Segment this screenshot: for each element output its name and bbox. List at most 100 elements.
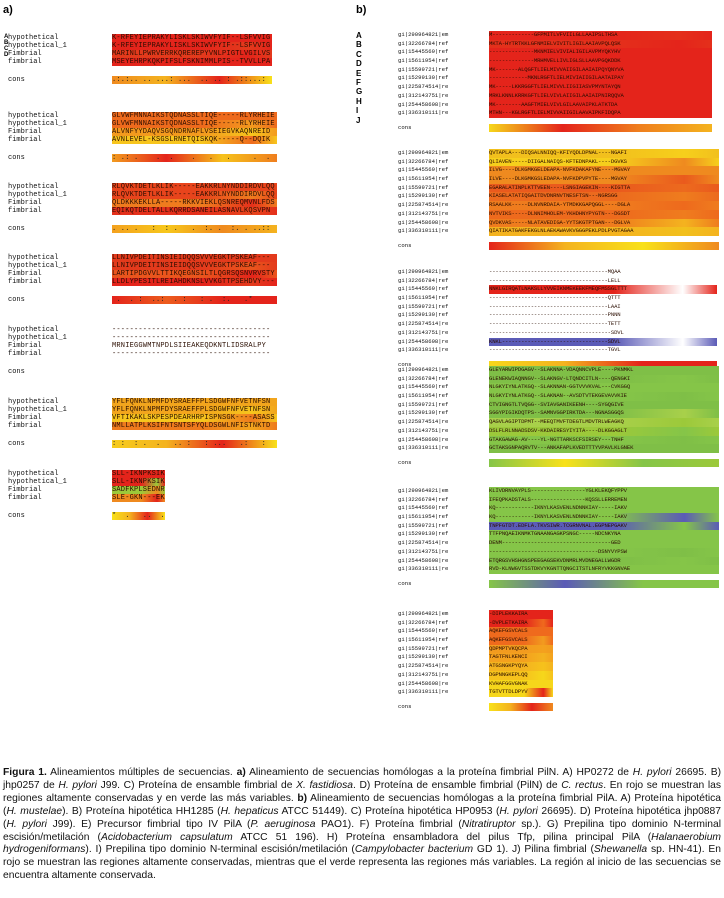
sequence-text: EQIKQTDELTALLKQRRDSANEILASNAVLKQSVPN (112, 207, 271, 215)
sequence-row: MRKLKNNLKRRKGFTLIELVIVLAIIGILAAIAIPNIRQQ… (489, 91, 712, 101)
sequence-text: ALVNFYYDAQVSGQNDRNAFLVSEIEGVKAQNREID (112, 128, 271, 136)
conservation-shading (489, 530, 719, 540)
sequence-name: gi|15299130|ref (398, 74, 449, 82)
caption-species: Campylobacter bacterium (354, 844, 474, 856)
sequence-name: gi|254458698|re (398, 337, 449, 345)
sequence-text: CTVIGNGTLTVQGG--SVIAVGANIKEENH----SYGQGI… (489, 400, 624, 408)
sequence-row: K-RFEYIEPRAKYLISKLSKIWVFYIF--LSFVVIG (112, 34, 273, 42)
conservation-shading (489, 444, 719, 453)
consensus-label: cons (8, 440, 25, 448)
caption-panel-b-ref: b) (297, 792, 308, 804)
sequence-row: EQIKQTDELTALLKQRRDSANEILASNAVLKQSVPN (112, 207, 277, 215)
sequence-row: ILVE----DLKGMKGSLEDAPA-NVFKDPVPYTE----MG… (489, 175, 719, 184)
conservation-shading (112, 422, 277, 430)
conservation-shading (489, 91, 712, 101)
conservation-shading (489, 688, 553, 697)
sequence-row: RSAALKK-----DLNVNRDAIA-YTMDKKGAPQGGL----… (489, 201, 719, 210)
conservation-shading (489, 513, 719, 522)
sequence-row: QLDKKKEKLLA-----RKKVIEKLQSNREQMVNLFDS (112, 199, 277, 207)
sequence-rows: -DIPLEKKAIRA -DVPLETKAIRA AQKEFGSVCALS AQKE… (489, 610, 553, 697)
sequence-text: KVHAFGGVGNAK (489, 679, 528, 687)
caption-text: . D) Proteína de ensamble fimbrial (PilN… (352, 779, 562, 791)
conservation-shading (489, 31, 712, 40)
sequence-text: MRNIEGGWMTNPDLSIIEAKEQDKNTLIDSRALPY (112, 342, 267, 350)
sequence-row: MKTA-HYTRTKKLGFNMIELVIVITLIGILAAIAVPQLQS… (489, 39, 712, 49)
consensus-bar: * . .. . (112, 512, 166, 520)
conservation-shading (489, 166, 719, 176)
conservation-shading (112, 128, 277, 136)
caption-species: H. pylori (632, 767, 672, 778)
conservation-shading (489, 192, 719, 202)
sequence-row: NVTVIKS-----DLNNIMHOLEM-YKHDHNYPYGTN---D… (489, 209, 719, 219)
sequence-text: SLE-GKN---EK (112, 494, 165, 502)
sequence-text: NNKLGIRQATLNAKSLLYVVEIKNMEKEEKFMEQFMSSGL… (489, 285, 627, 293)
sequence-row: -------------------------------------LEL… (489, 277, 717, 286)
seq-letter: D (4, 52, 9, 58)
conservation-shading (489, 487, 719, 496)
sequence-name: gi|32266784|ref (398, 39, 449, 47)
caption-species: H. pylori (499, 805, 538, 817)
conservation-shading (489, 521, 719, 531)
sequence-row: GLEYARWIPDGAGV--SLAKNNA-VDAQNNCVPLE----P… (489, 366, 719, 375)
sequence-row: QDPMPTVKQCPA (489, 644, 553, 654)
sequence-row: MK--------AAGFTMIELVIVLGILAAVAIPKLATKTDA (489, 100, 712, 110)
sequence-row: VFTIKAKLSKPESPDEARHRPISPNSGK----ASASS (112, 414, 277, 422)
consensus-label: cons (8, 225, 25, 233)
consensus-label: cons (8, 76, 25, 84)
sequence-row: AQKEFGSVCALS (489, 627, 553, 637)
sequence-name: gi|225874514|re (398, 418, 449, 426)
sequence-name: gi|15299130|ref (398, 409, 449, 417)
conservation-shading (489, 100, 712, 110)
sequence-text: ETQRGSVHSHGNSPEEGAGSEKVDNMRLMVDNEGALLWGD… (489, 556, 621, 564)
sequence-row: GCTAKSGNPAQRVTV---ANKAFAPLKVEDTTTYVPAVLK… (489, 444, 719, 453)
consensus-text (489, 459, 719, 467)
sequence-text: -------------------------------------TGV… (489, 346, 621, 354)
sequence-name: hypothetical (8, 183, 59, 191)
consensus-text: : .: . . . . . . . . (112, 154, 271, 162)
consensus-shading (112, 512, 166, 520)
conservation-shading (489, 366, 719, 375)
sequence-names: gi|290964821|em gi|32266784|ref gi|1544556… (398, 31, 448, 118)
sequence-names: hypothetical hypothetical_1 Fimbrial fimbri… (8, 470, 67, 502)
sequence-rows: ------------------------------------ ----… (112, 326, 272, 358)
sequence-names: gi|290964821|em gi|32266784|ref gi|1544556… (398, 487, 448, 574)
sequence-name: gi|336310111|re (398, 346, 449, 354)
sequence-row: -------------------------------------MQA… (489, 268, 717, 277)
sequence-text: AVNLEVEL-KSGSLRNETQISKQK-----Q--DQIK (112, 136, 271, 144)
consensus-shading (112, 440, 277, 448)
caption-text: J99). E) Precursor fimbrial tipo IV PilA… (46, 818, 251, 830)
conservation-shading (489, 109, 712, 118)
caption-panel-a-ref: a) (236, 767, 246, 778)
sequence-text: KLIVDRNVAYPLS-----------------YGLKLEKQFY… (489, 487, 627, 494)
conservation-shading (112, 183, 277, 191)
sequence-text: MRKLKNNLKRRKGFTLIELVIVLAIIGILAAIAIPNIRQQ… (489, 91, 624, 99)
sequence-row: K-RFEYIEPRAKYLISKLSKIWVFYIF--LSFVVIG (112, 42, 273, 50)
sequence-text: LARTIPDGVVLTTIKQEGNSILTLQGRSQSNVRVSTY (112, 270, 275, 278)
caption-text: 26695). D) Proteína hipotética jhp0887 ( (3, 805, 721, 830)
sequence-text: QLIAVEN-----DIIGALNAIQS-KFTEDNPAKL----DG… (489, 157, 627, 165)
sequence-text: MK-------ALQGFTLIELMIVVAIIGILAAIAIPQYQNY… (489, 65, 624, 73)
sequence-name: gi|15611954|ref (398, 392, 449, 400)
sequence-name: hypothetical (8, 254, 59, 262)
sequence-text: -------------------------------------QTT… (489, 294, 621, 302)
conservation-shading (489, 670, 553, 680)
sequence-row: LLNIVPDEITINSIEIDQQSVVVEGKTPSKEAF--- (112, 254, 277, 262)
sequence-name: gi|225874514|re (398, 539, 449, 547)
sequence-row: -DVPLETKAIRA (489, 618, 553, 628)
sequence-text: TAGTFNLKENCI (489, 653, 528, 661)
sequence-name: gi|15611954|ref (398, 175, 449, 183)
sequence-name: gi|15599721|ref (398, 644, 449, 652)
sequence-rows: KLIVDRNVAYPLS-----------------YGLKLEKQFY… (489, 487, 719, 574)
sequence-text: -------------------------------------LEL… (489, 276, 621, 284)
conservation-shading (489, 644, 553, 654)
sequence-name: gi|15611954|ref (398, 57, 449, 65)
consensus-shading (112, 225, 277, 233)
sequence-row: YFLFQNKLNPMFDYSRAEFFPLSDGWFNFVETNFSN (112, 398, 277, 406)
sequence-text: NLGKYIYNLATKGQ--SLAKNNAN-GGTVVVKVAL---CV… (489, 383, 631, 391)
sequence-text: -DIPLEKKAIRA (489, 610, 528, 617)
sequence-text: GLVWFMNNAIKSTQDNASSLTIQE-----RLYRHEIE (112, 120, 275, 128)
sequence-row: MRNIEGGWMTNPDLSIIEAKEQDKNTLIDSRALPY (112, 342, 272, 350)
sequence-row: GLVWFMNNAIKSTQDNASSLTIQE-----RLYRHEIE (112, 120, 277, 128)
sequence-row: -------------------------------------TGV… (489, 346, 717, 355)
sequence-text: VFTIKAKLSKPESPDEARHRPISPNSGK----ASASS (112, 414, 275, 422)
